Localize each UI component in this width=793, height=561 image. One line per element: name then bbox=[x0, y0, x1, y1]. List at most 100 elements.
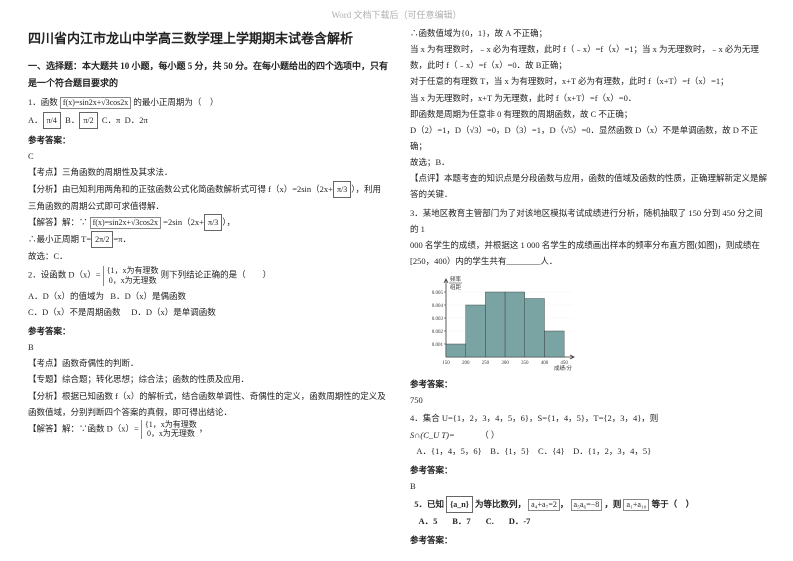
ref-answer-label-4: 参考答案： bbox=[410, 462, 770, 478]
q2-piece-bot-2: 0，x为无理数 bbox=[147, 429, 195, 438]
q5-optA: A．5 bbox=[419, 516, 438, 526]
page-container: 四川省内江市龙山中学高三数学理上学期期末试卷含解析 一、选择题：本大题共 10 … bbox=[0, 21, 793, 549]
q1-optB-label: B． bbox=[65, 115, 79, 125]
q3-line1: 3．某地区教育主管部门为了对该地区模拟考试成绩进行分析，随机抽取了 150 分到… bbox=[410, 205, 770, 237]
question-5: 5．已知 {a_n} 为等比数列， a₄+a₇=2， a₅a₆=−8 ，则 a₁… bbox=[410, 496, 770, 513]
q4-stem: 4．集合 U={1，2，3，4，5，6}，S={1，4，5}，T={2，3，4}… bbox=[410, 413, 658, 423]
q5-s4: 等于（ ） bbox=[652, 499, 695, 509]
q1-optD: D．2π bbox=[125, 115, 148, 125]
q1-jieda-tail2: ）， bbox=[222, 217, 235, 227]
svg-text:250: 250 bbox=[482, 361, 490, 366]
q4-blank: （ ） bbox=[480, 430, 499, 440]
q4-optC: C．{4} bbox=[538, 446, 565, 456]
q5-s3: ，则 bbox=[604, 499, 621, 509]
ref-answer-label-3: 参考答案： bbox=[410, 376, 770, 392]
r-line7: 故选；B． bbox=[410, 154, 770, 170]
q1-optB-val: π/2 bbox=[79, 112, 97, 129]
q3-line3: [250，400）内的学生共有________人． bbox=[410, 253, 770, 269]
q3-line2: 000 名学生的成绩，并根据这 1 000 名学生的成绩画出样本的频率分布直方图… bbox=[410, 237, 770, 253]
header-watermark: Word 文档下载后（可任意编辑） bbox=[0, 0, 793, 21]
q1-answer: C bbox=[28, 148, 388, 164]
q1-optA-label: A． bbox=[28, 115, 43, 125]
q5-c1: ， bbox=[560, 499, 569, 509]
q1-tail: 的最小正周期为（ ） bbox=[133, 97, 218, 107]
q1-formula: f(x)=sin2x+√3cos2x bbox=[60, 97, 131, 109]
r-line3: 对于任意的有理数 T，当 x 为有理数时，x+T 必为有理数，此时 f（x+T）… bbox=[410, 73, 770, 89]
q2-optC: C．D（x）不是周期函数 bbox=[28, 307, 121, 317]
svg-text:0.003: 0.003 bbox=[432, 317, 444, 322]
q4-answer: B bbox=[410, 478, 770, 494]
q1-fenxi: 【分析】由已知利用两角和的正弦函数公式化简函数解析式可得 f（x）=2sin（2… bbox=[28, 181, 388, 214]
q1-jieda-tail: =2sin（2x+ bbox=[163, 217, 204, 227]
q5-s1: 5．已知 bbox=[414, 499, 444, 509]
q1-optA-val: π/4 bbox=[43, 112, 61, 129]
svg-text:0.002: 0.002 bbox=[432, 330, 444, 335]
q5-optC: C. bbox=[486, 516, 494, 526]
q1-kaodian: 【考点】三角函数的周期性及其求法． bbox=[28, 164, 388, 180]
r-line4: 当 x 为无理数时，x+T 为无理数，此时 f（x+T）=f（x）=0． bbox=[410, 90, 770, 106]
svg-text:200: 200 bbox=[462, 361, 470, 366]
right-column: ∴函数值域为{0，1}，故 A 不正确； 当 x 为有理数时，﹣x 必为有理数，… bbox=[410, 25, 770, 549]
q2-options: A．D（x）的值域为 B．D（x）是偶函数 bbox=[28, 288, 388, 304]
pi3-b: π/3 bbox=[204, 214, 222, 231]
q2-stem: 2．设函数 D（x）= bbox=[28, 270, 101, 280]
svg-text:频率: 频率 bbox=[450, 275, 462, 283]
q4-options: A．{1，4，5，6} B．{1，5} C．{4} D．{1，2，3，4，5} bbox=[410, 443, 770, 459]
svg-text:300: 300 bbox=[501, 361, 509, 366]
q2-piecewise: {1，x为有理数 0，x为无理数 bbox=[103, 266, 159, 285]
histogram-svg: 0.005 0.004 0.003 0.002 0.001 150 200 250 300 350… bbox=[410, 273, 580, 373]
q1-jieda-formula: f(x)=sin2x+√3cos2x bbox=[90, 217, 161, 229]
q5-options: A．5 B．7 C. D．-7 bbox=[410, 513, 770, 529]
q4-optB: B．{1，5} bbox=[490, 446, 529, 456]
q1-options: A．π/4 B．π/2 C．π D．2π bbox=[28, 112, 388, 129]
q4-optD: D．{1，2，3，4，5} bbox=[573, 446, 651, 456]
r-line1: ∴函数值域为{0，1}，故 A 不正确； bbox=[410, 25, 770, 41]
q4-optA: A．{1，4，5，6} bbox=[416, 446, 481, 456]
r-line5: 即函数是周期为任意非 0 有理数的周期函数，故 C 不正确； bbox=[410, 106, 770, 122]
q1-stem: 1．函数 bbox=[28, 97, 58, 107]
svg-text:组距: 组距 bbox=[450, 283, 462, 291]
q3-answer: 750 bbox=[410, 392, 770, 408]
svg-text:成绩/分: 成绩/分 bbox=[554, 364, 573, 372]
q1-period: ∴最小正周期 T=2π/2=π． bbox=[28, 231, 388, 248]
q2-jieda: 【解答】解：∵函数 D（x）= {1，x为有理数 0，x为无理数 ， bbox=[28, 420, 388, 439]
q2-kaodian: 【考点】函数奇偶性的判断． bbox=[28, 355, 388, 371]
q1-choose: 故选：C． bbox=[28, 248, 388, 264]
q5-optD: D．-7 bbox=[509, 516, 531, 526]
q2-optA: A．D（x）的值域为 bbox=[28, 291, 104, 301]
svg-text:150: 150 bbox=[442, 361, 450, 366]
q2-optB: B．D（x）是偶函数 bbox=[110, 291, 186, 301]
q2-piece-top: 1，x为有理数 bbox=[111, 266, 159, 275]
q2-jieda-text: 【解答】解：∵函数 D（x）= bbox=[28, 423, 139, 433]
question-4: 4．集合 U={1，2，3，4，5，6}，S={1，4，5}，T={2，3，4}… bbox=[410, 410, 770, 426]
svg-text:0.001: 0.001 bbox=[432, 343, 444, 348]
ref-answer-label-1: 参考答案： bbox=[28, 132, 388, 148]
q2-answer: B bbox=[28, 339, 388, 355]
q2-optD: D．D（x）是单调函数 bbox=[131, 307, 216, 317]
svg-text:0.005: 0.005 bbox=[432, 291, 444, 296]
q5-eq3: a₁+a₁₀ bbox=[623, 499, 649, 511]
q5-optB: B．7 bbox=[452, 516, 470, 526]
q2-piece-top-2: 1，x为有理数 bbox=[149, 420, 197, 429]
svg-text:350: 350 bbox=[521, 361, 529, 366]
histogram-chart: 0.005 0.004 0.003 0.002 0.001 150 200 250 300 350… bbox=[410, 273, 770, 373]
q1-period-line: ∴最小正周期 T= bbox=[28, 234, 91, 244]
q5-s2: 为等比数列， bbox=[475, 499, 526, 509]
q2-tail: 则下列结论正确的是（ ） bbox=[161, 270, 272, 280]
q5-an: {a_n} bbox=[446, 496, 473, 513]
q4-expr: S∩(C_U T)= bbox=[410, 430, 455, 440]
q5-eq1: a₄+a₇=2 bbox=[528, 499, 560, 511]
question-2: 2．设函数 D（x）= {1，x为有理数 0，x为无理数 则下列结论正确的是（ … bbox=[28, 266, 388, 285]
q5-eq2: a₅a₆=−8 bbox=[571, 499, 603, 511]
q2-piecewise-2: {1，x为有理数 0，x为无理数 bbox=[141, 420, 197, 439]
section-1-heading: 一、选择题：本大题共 10 小题，每小题 5 分，共 50 分。在每小题给出的四… bbox=[28, 58, 388, 92]
r-line2: 当 x 为有理数时，﹣x 必为有理数，此时 f（﹣x）=f（x）=1；当 x 为… bbox=[410, 41, 770, 73]
left-column: 四川省内江市龙山中学高三数学理上学期期末试卷含解析 一、选择题：本大题共 10 … bbox=[28, 25, 388, 549]
q1-period-eq: =π． bbox=[113, 234, 131, 244]
period-val: 2π/2 bbox=[91, 231, 113, 248]
svg-text:0.004: 0.004 bbox=[432, 304, 444, 309]
doc-title: 四川省内江市龙山中学高三数学理上学期期末试卷含解析 bbox=[28, 27, 388, 52]
q4-expr-row: S∩(C_U T)= （ ） bbox=[410, 427, 770, 443]
r-line6: D（2）=1，D（√3）=0，D（3）=1，D（√5）=0．显然函数 D（x）不… bbox=[410, 122, 770, 154]
q1-fenxi-text: 【分析】由已知利用两角和的正弦函数公式化简函数解析式可得 f（x）=2sin（2… bbox=[28, 184, 333, 194]
